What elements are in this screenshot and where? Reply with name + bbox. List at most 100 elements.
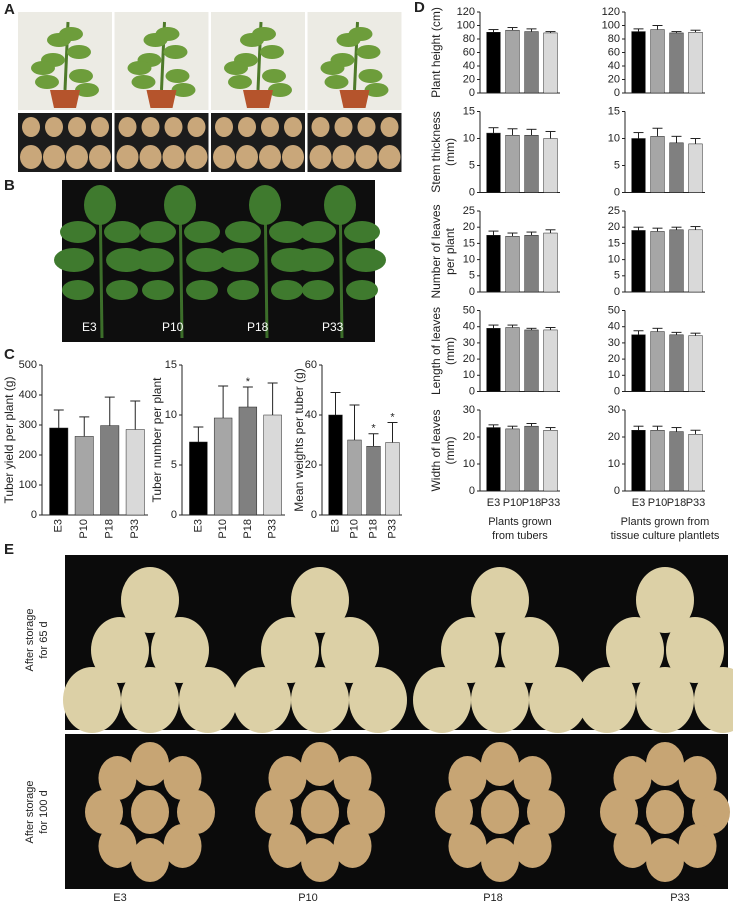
y-tick-label: 20 bbox=[608, 221, 620, 233]
y-axis-label: Stem thickness bbox=[429, 111, 443, 192]
potato bbox=[333, 823, 372, 868]
bar bbox=[688, 229, 703, 293]
y-tick-label: 50 bbox=[463, 304, 475, 316]
bar bbox=[669, 431, 684, 492]
x-tick-label: P33 bbox=[686, 497, 706, 509]
potato bbox=[678, 756, 717, 801]
potato bbox=[261, 617, 319, 683]
potato bbox=[85, 790, 123, 834]
significance-marker: * bbox=[390, 411, 395, 423]
leaflet bbox=[184, 221, 220, 243]
y-tick-label: 60 bbox=[608, 46, 620, 58]
y-tick-label: 15 bbox=[165, 359, 177, 371]
potato bbox=[268, 756, 307, 801]
tuber bbox=[185, 145, 208, 169]
y-tick-label: 10 bbox=[463, 458, 475, 470]
y-tick-label: 120 bbox=[457, 6, 475, 18]
y-tick-label: 25 bbox=[463, 205, 475, 217]
potato bbox=[301, 838, 339, 882]
x-tick-label: P33 bbox=[129, 519, 141, 539]
y-tick-label: 80 bbox=[463, 33, 475, 45]
leaflet bbox=[134, 248, 174, 272]
y-tick-label: 0 bbox=[614, 485, 620, 497]
bar bbox=[238, 406, 258, 516]
x-tick-label: P10 bbox=[648, 497, 668, 509]
y-axis-label: Tuber yield per plant (g) bbox=[2, 377, 16, 504]
potato bbox=[694, 667, 733, 733]
y-tick-label: 5 bbox=[171, 459, 177, 471]
leaflet bbox=[346, 248, 386, 272]
tuber bbox=[89, 145, 111, 169]
bar bbox=[347, 439, 362, 516]
bar bbox=[631, 430, 646, 492]
column-label: P10 bbox=[298, 892, 318, 904]
leaflet bbox=[54, 248, 94, 272]
y-tick-label: 5 bbox=[614, 270, 620, 282]
leaf bbox=[224, 61, 248, 75]
x-tick-label: P10 bbox=[217, 519, 229, 539]
leaf bbox=[59, 27, 83, 41]
bar bbox=[669, 142, 684, 193]
bar bbox=[543, 32, 558, 94]
potato bbox=[179, 667, 237, 733]
bar bbox=[524, 31, 539, 94]
y-tick-label: 10 bbox=[608, 458, 620, 470]
x-tick-label: E3 bbox=[632, 497, 645, 509]
pot bbox=[243, 90, 273, 108]
bar bbox=[486, 132, 501, 193]
bar bbox=[631, 138, 646, 193]
pot bbox=[339, 90, 370, 108]
x-tick-label: E3 bbox=[192, 519, 204, 532]
x-tick-label: P18 bbox=[104, 519, 116, 539]
panel-label: B bbox=[4, 177, 15, 194]
x-axis-label: Plants grown from bbox=[621, 516, 710, 528]
potato bbox=[163, 756, 202, 801]
leaflet bbox=[60, 221, 96, 243]
potato bbox=[435, 790, 473, 834]
bar bbox=[524, 135, 539, 193]
leaflet bbox=[344, 221, 380, 243]
leaf bbox=[268, 83, 292, 97]
bar bbox=[125, 429, 145, 516]
leaflet bbox=[140, 221, 176, 243]
panel-label: E bbox=[4, 541, 14, 558]
potato bbox=[471, 567, 529, 633]
leaf bbox=[260, 45, 284, 59]
bar bbox=[189, 441, 208, 516]
x-tick-label: E3 bbox=[329, 519, 341, 532]
y-tick-label: 50 bbox=[608, 304, 620, 316]
tuber bbox=[141, 117, 160, 137]
bar bbox=[543, 329, 558, 392]
y-axis-label: Number of leaves bbox=[429, 204, 443, 298]
leaf bbox=[348, 27, 373, 41]
potato bbox=[131, 790, 169, 834]
y-tick-label: 20 bbox=[608, 431, 620, 443]
y-tick-label: 20 bbox=[463, 431, 475, 443]
y-tick-label: 10 bbox=[463, 254, 475, 266]
x-axis-label: tissue culture plantlets bbox=[611, 530, 720, 542]
potato bbox=[441, 617, 499, 683]
potato bbox=[646, 838, 684, 882]
x-tick-label: P33 bbox=[541, 497, 561, 509]
x-tick-label: P18 bbox=[522, 497, 542, 509]
bar bbox=[505, 428, 520, 492]
y-tick-label: 0 bbox=[31, 509, 37, 521]
potato bbox=[291, 567, 349, 633]
bar bbox=[385, 442, 400, 516]
column-label: P18 bbox=[483, 892, 503, 904]
y-tick-label: 0 bbox=[614, 385, 620, 397]
leaflet bbox=[104, 221, 140, 243]
leaflet bbox=[294, 248, 334, 272]
y-tick-label: 0 bbox=[614, 87, 620, 99]
potato bbox=[666, 617, 724, 683]
significance-marker: * bbox=[371, 423, 376, 435]
y-tick-label: 15 bbox=[463, 105, 475, 117]
y-tick-label: 15 bbox=[608, 105, 620, 117]
potato bbox=[98, 756, 137, 801]
y-tick-label: 20 bbox=[608, 73, 620, 85]
bar bbox=[543, 138, 558, 193]
x-tick-label: P33 bbox=[386, 519, 398, 539]
potato bbox=[529, 667, 587, 733]
tuber bbox=[139, 145, 162, 169]
